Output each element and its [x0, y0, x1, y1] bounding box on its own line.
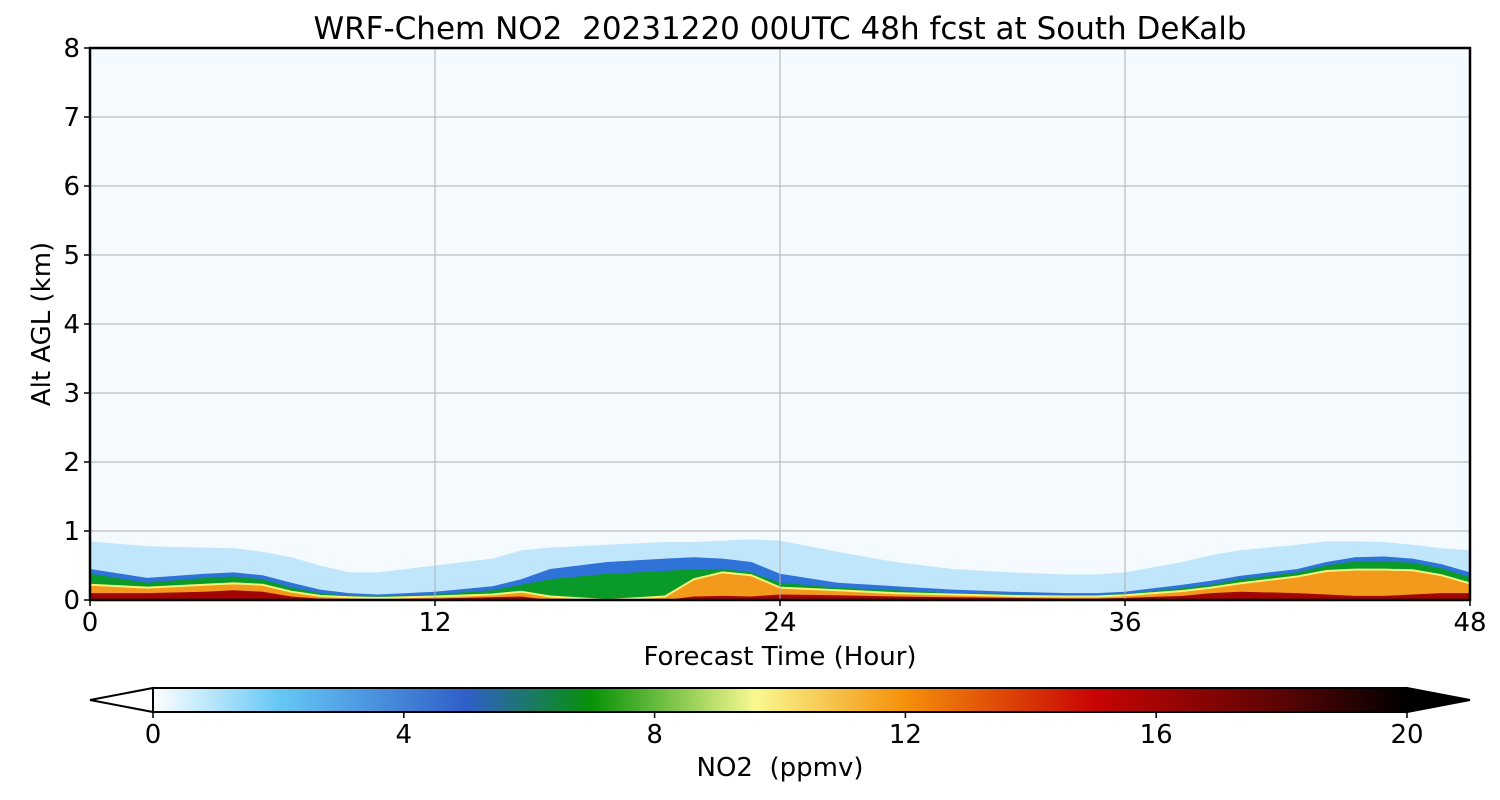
colorbar-tick-label: 12	[889, 720, 922, 750]
y-tick-label: 0	[63, 586, 80, 616]
colorbar-tick-label: 4	[396, 720, 413, 750]
y-axis-ticks: 0 1 2 3 4 5 6 7 8	[63, 34, 90, 616]
colorbar-low-extension	[89, 686, 154, 714]
x-axis-label: Forecast Time (Hour)	[643, 642, 916, 672]
colorbar-tick-label: 16	[1140, 720, 1173, 750]
colorbar-gradient	[152, 687, 1408, 713]
y-axis-label: Alt AGL (km)	[27, 242, 57, 406]
y-tick-label: 8	[63, 34, 80, 64]
colorbar-label: NO2 (ppmv)	[697, 753, 864, 783]
colorbar-tick-label: 20	[1390, 720, 1423, 750]
colorbar-tick-label: 0	[145, 720, 162, 750]
y-tick-label: 2	[63, 448, 80, 478]
colorbar: 0 4 8 12 16 20	[89, 686, 1471, 750]
x-tick-label: 48	[1453, 608, 1486, 638]
colorbar-tick-label: 8	[646, 720, 663, 750]
y-tick-label: 4	[63, 310, 80, 340]
x-tick-label: 36	[1108, 608, 1141, 638]
colorbar-high-extension	[1406, 686, 1471, 714]
y-tick-label: 7	[63, 103, 80, 133]
x-tick-label: 12	[418, 608, 451, 638]
field-ridge-line	[90, 568, 1470, 600]
y-tick-label: 5	[63, 241, 80, 271]
x-axis-ticks: 0 12 24 36 48	[82, 600, 1487, 638]
y-tick-label: 3	[63, 379, 80, 409]
chart-title: WRF-Chem NO2 20231220 00UTC 48h fcst at …	[313, 11, 1246, 47]
x-tick-label: 24	[763, 608, 796, 638]
x-tick-label: 0	[82, 608, 99, 638]
plot-gridlines	[90, 48, 1470, 600]
colorbar-ticks: 0 4 8 12 16 20	[145, 712, 1424, 750]
y-tick-label: 6	[63, 172, 80, 202]
y-tick-label: 1	[63, 517, 80, 547]
